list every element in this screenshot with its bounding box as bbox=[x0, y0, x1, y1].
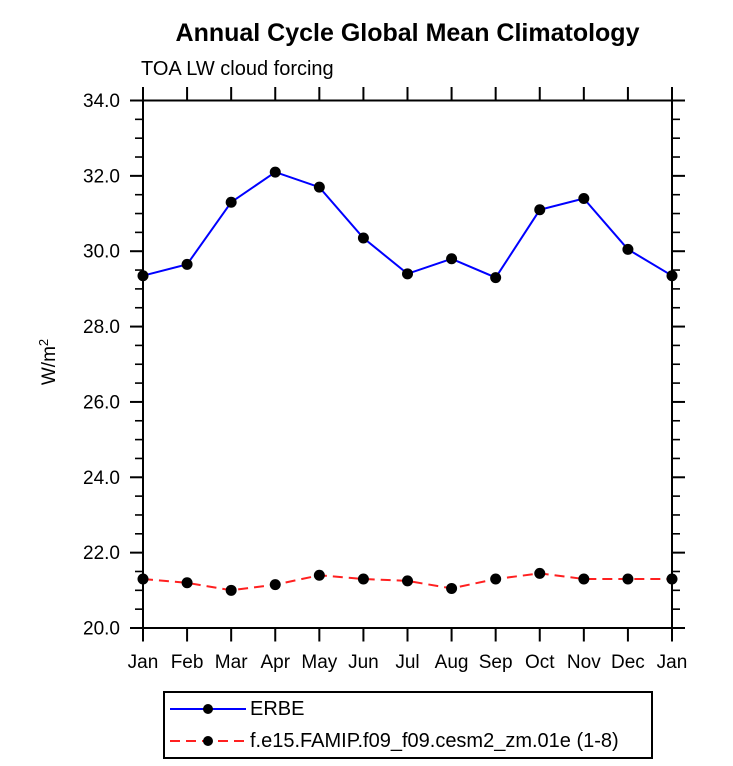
x-axis-tick-label: May bbox=[301, 652, 337, 673]
data-point-marker bbox=[490, 573, 502, 585]
data-point-marker bbox=[402, 268, 413, 280]
series-0-line bbox=[142, 170, 673, 279]
data-point-marker bbox=[225, 196, 237, 208]
data-point-marker bbox=[137, 270, 149, 282]
y-axis-tick-label: 22.0 bbox=[83, 543, 120, 564]
data-point-marker bbox=[225, 584, 237, 596]
data-point-marker bbox=[622, 573, 634, 585]
data-point-marker bbox=[578, 192, 590, 204]
legend-label-model: f.e15.FAMIP.f09_f09.cesm2_zm.01e (1-8) bbox=[250, 730, 619, 752]
data-point-marker bbox=[357, 573, 369, 585]
series-0-markers bbox=[137, 166, 678, 284]
x-axis-ticks bbox=[142, 87, 673, 642]
x-axis-tick-label: Jan bbox=[128, 652, 159, 673]
x-axis-tick-label: Nov bbox=[567, 652, 601, 673]
data-point-marker bbox=[137, 573, 149, 585]
y-axis-tick-label: 26.0 bbox=[83, 392, 120, 413]
x-axis-tick-label: Aug bbox=[435, 652, 469, 673]
y-axis-ticks bbox=[130, 99, 685, 629]
chart-legend: ERBE f.e15.FAMIP.f09_f09.cesm2_zm.01e (1… bbox=[163, 691, 653, 759]
data-point-marker bbox=[313, 181, 325, 193]
y-axis-tick-label: 24.0 bbox=[83, 468, 120, 489]
x-axis-tick-label: Dec bbox=[611, 652, 645, 673]
data-point-marker bbox=[181, 577, 193, 589]
data-point-marker bbox=[534, 204, 546, 216]
legend-label-erbe: ERBE bbox=[250, 698, 305, 720]
chart-title: Annual Cycle Global Mean Climatology bbox=[175, 19, 640, 47]
x-axis-tick-label: Feb bbox=[171, 652, 204, 673]
data-point-marker bbox=[357, 232, 369, 244]
x-axis-tick-label: Jun bbox=[348, 652, 379, 673]
data-point-marker bbox=[666, 270, 678, 282]
data-point-marker bbox=[269, 166, 281, 178]
plot-frame bbox=[142, 99, 673, 629]
y-axis-title: W/m2 bbox=[36, 339, 60, 385]
data-point-marker bbox=[534, 567, 546, 579]
chart-canvas: 20.0 22.0 24.0 26.0 28.0 30.0 32.0 34.0 Jan Feb Ma… bbox=[36, 87, 688, 673]
y-axis-tick-label: 28.0 bbox=[83, 317, 120, 338]
x-axis-tick-label: Mar bbox=[215, 652, 248, 673]
data-point-marker bbox=[181, 258, 193, 270]
data-point-marker bbox=[446, 253, 458, 265]
data-point-marker bbox=[666, 573, 678, 585]
legend-entry-erbe: ERBE bbox=[170, 693, 651, 725]
data-point-marker bbox=[446, 582, 458, 594]
y-axis-tick-label: 34.0 bbox=[83, 91, 120, 112]
data-point-marker bbox=[269, 579, 281, 591]
y-axis-tick-label: 20.0 bbox=[83, 619, 120, 640]
legend-line-sample-solid bbox=[170, 704, 246, 714]
legend-entry-model: f.e15.FAMIP.f09_f09.cesm2_zm.01e (1-8) bbox=[170, 725, 651, 757]
x-axis-tick-label: Sep bbox=[479, 652, 513, 673]
x-axis-tick-label: Jul bbox=[395, 652, 419, 673]
y-axis-tick-label: 30.0 bbox=[83, 242, 120, 263]
legend-line-sample-dashed bbox=[170, 736, 246, 746]
x-axis-tick-label: Jan bbox=[657, 652, 688, 673]
series-1-markers bbox=[137, 567, 678, 596]
data-point-marker bbox=[402, 575, 413, 587]
y-axis-tick-label: 32.0 bbox=[83, 166, 120, 187]
data-point-marker bbox=[313, 569, 325, 581]
data-point-marker bbox=[622, 243, 634, 255]
data-point-marker bbox=[490, 272, 502, 284]
chart-subtitle: TOA LW cloud forcing bbox=[141, 58, 334, 80]
data-point-marker bbox=[578, 573, 590, 585]
x-axis-tick-label: Oct bbox=[525, 652, 555, 673]
x-axis-tick-label: Apr bbox=[260, 652, 290, 673]
